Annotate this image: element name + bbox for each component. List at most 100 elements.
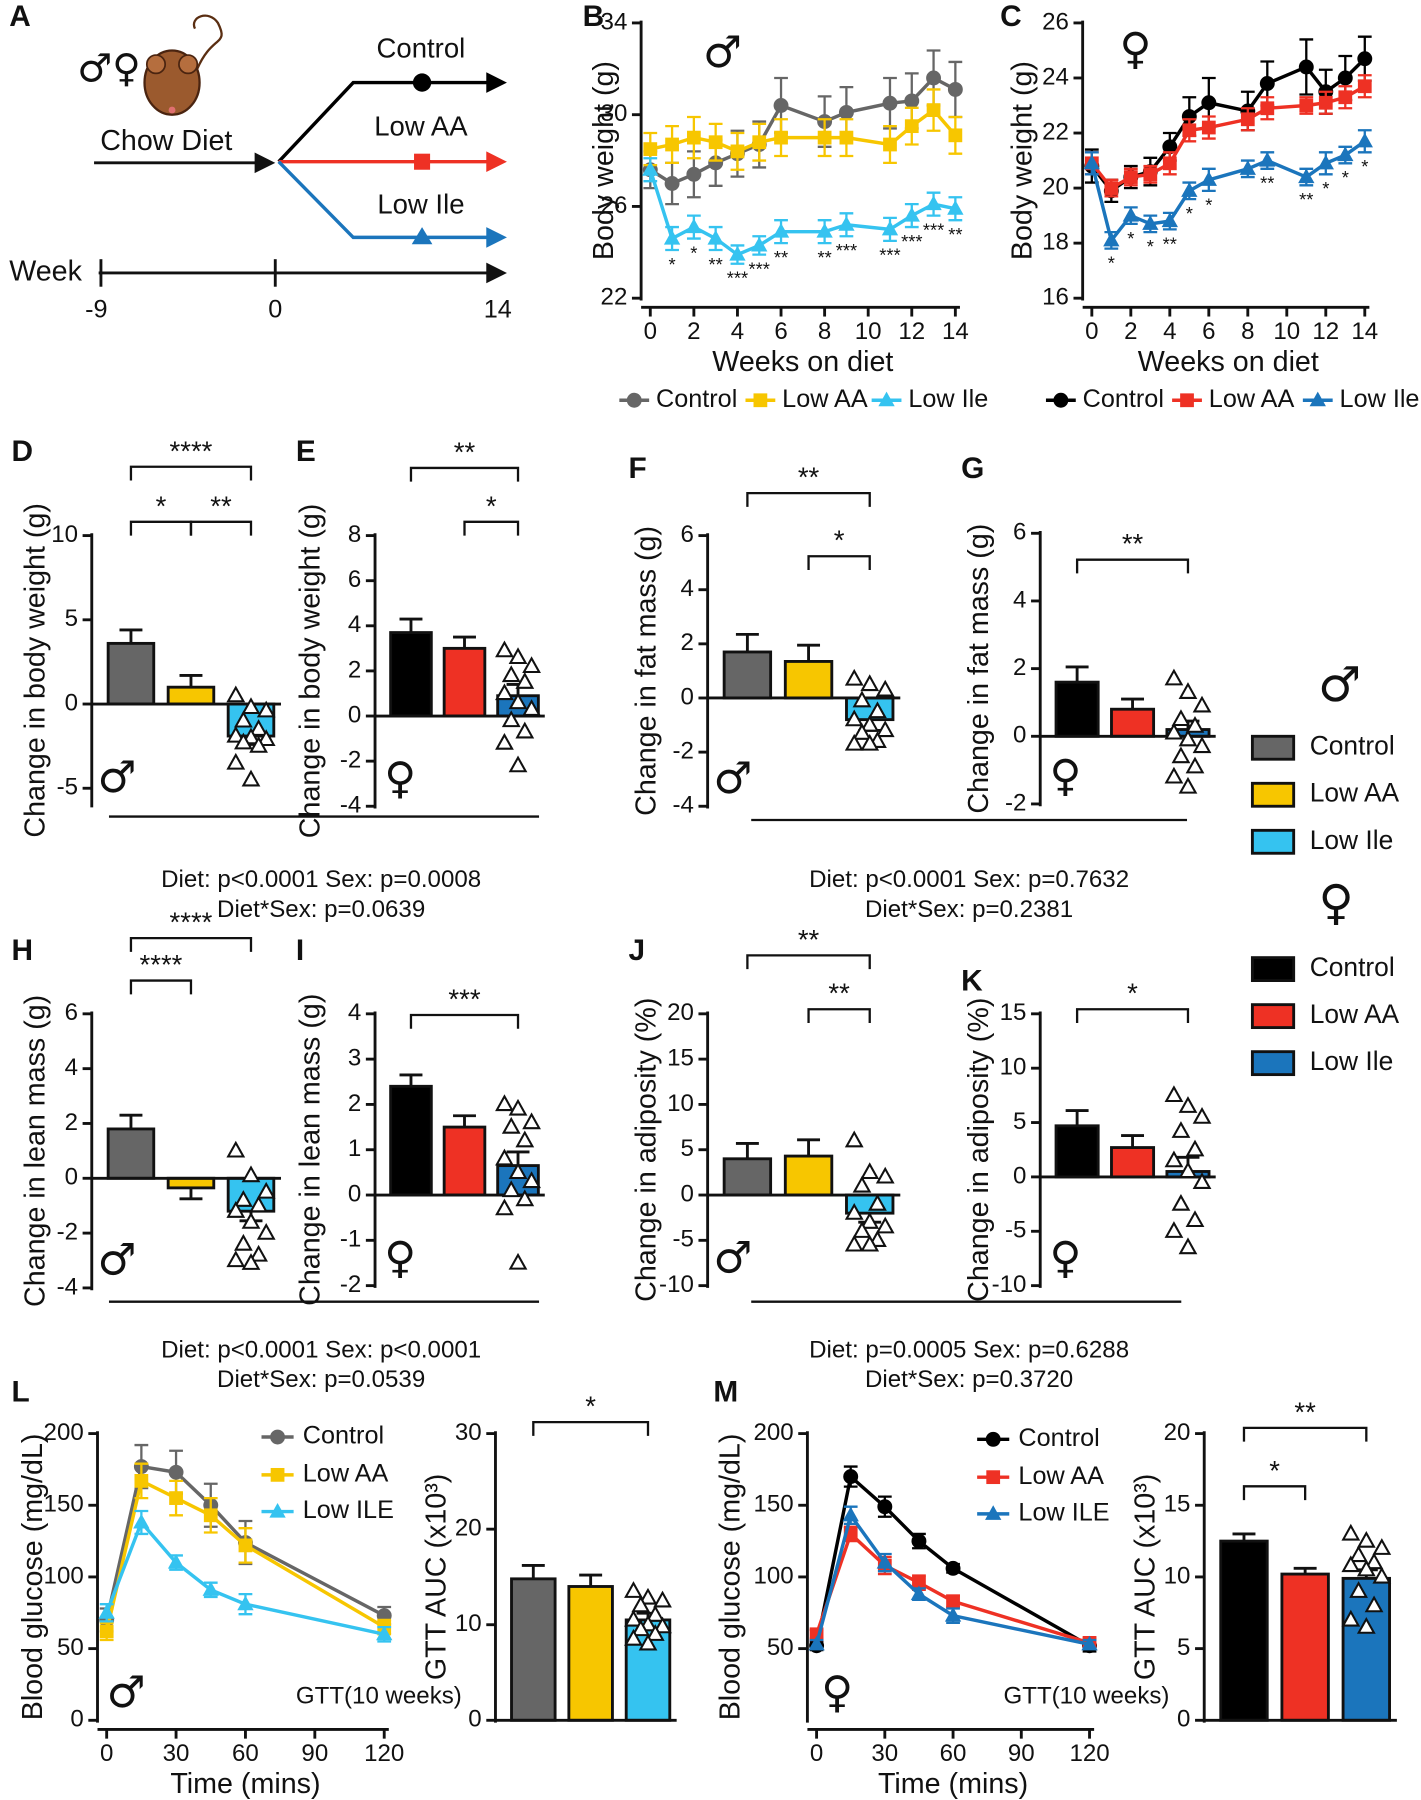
x-tick-label: 0: [1085, 318, 1098, 345]
marker: [1200, 171, 1217, 186]
marker: [904, 93, 920, 109]
error-bar: [179, 1187, 203, 1201]
data-point: [522, 699, 541, 716]
data-point: [256, 729, 276, 747]
marker: [1201, 95, 1217, 111]
data-point: [844, 1130, 864, 1148]
y-tick-label: -1: [340, 1226, 361, 1253]
bar: [389, 631, 433, 718]
data-point: [1164, 766, 1184, 784]
legend-label: Control: [1083, 385, 1164, 413]
panel-letter: K: [961, 965, 983, 998]
data-point: [852, 1175, 872, 1193]
x-tick-label: 14: [942, 318, 969, 345]
legend-label: Control: [303, 1422, 384, 1450]
data-point: [860, 1162, 880, 1180]
marker: [838, 104, 854, 120]
y-tick-label: 0: [1013, 1162, 1026, 1189]
marker: [878, 391, 895, 407]
sex-symbol: ♂: [703, 28, 742, 78]
data-point: [844, 668, 864, 686]
legend-label: Low Ile: [1310, 825, 1394, 855]
significance: ****: [170, 907, 213, 938]
y-axis-label: Blood glucose (mg/dL): [714, 1434, 746, 1721]
bracket: [409, 1013, 520, 1029]
error-bar: [1121, 1134, 1145, 1148]
y-tick-label: 0: [65, 689, 78, 716]
x-tick-label: 0: [644, 318, 657, 345]
y-tick-label: 0: [468, 1706, 481, 1733]
data-point: [645, 1605, 665, 1622]
marker: [1260, 101, 1275, 116]
marker: [774, 130, 788, 145]
significance: ****: [170, 435, 213, 466]
y-tick-label: 6: [1013, 519, 1026, 546]
legend-label: Control: [1310, 731, 1395, 761]
data-point: [852, 690, 872, 708]
significance: *: [1342, 167, 1349, 188]
significance: *: [585, 1391, 596, 1422]
sex-symbol: ♂: [713, 1233, 752, 1283]
y-tick-label: 22: [601, 284, 628, 311]
y-tick-label: 6: [680, 521, 693, 548]
bar: [1280, 1572, 1330, 1722]
marker: [1103, 231, 1120, 247]
data-point: [1192, 1172, 1212, 1189]
arm-line: [277, 160, 488, 240]
significance: *: [1205, 195, 1212, 216]
bar: [1110, 707, 1156, 738]
data-point: [844, 733, 864, 751]
x-tick-label: 4: [731, 318, 744, 345]
x-tick-label: 30: [163, 1740, 190, 1767]
panel-letter: F: [628, 452, 646, 485]
start-label: Chow Diet: [100, 125, 232, 157]
y-tick-label: -4: [672, 792, 693, 819]
data-point: [501, 710, 521, 728]
y-tick-label: 24: [1042, 63, 1069, 90]
legend-label: Control: [656, 385, 737, 413]
data-point: [1356, 1530, 1376, 1548]
data-point: [624, 1581, 643, 1598]
data-point: [844, 1203, 864, 1220]
data-point: [501, 665, 521, 683]
marker: [238, 1538, 253, 1553]
marker: [730, 144, 745, 159]
marker: [707, 229, 724, 245]
data-point: [1178, 729, 1198, 747]
panel-letter: H: [11, 934, 33, 967]
data-point: [1364, 1595, 1384, 1613]
data-point: [1164, 1150, 1184, 1168]
marker: [167, 1553, 185, 1569]
marker: [876, 1553, 893, 1569]
data-point: [234, 1190, 253, 1207]
marker: [1356, 132, 1373, 148]
data-point: [875, 1166, 895, 1184]
legend-label: Low AA: [1018, 1462, 1104, 1490]
y-tick-label: 0: [1177, 1706, 1190, 1733]
marker: [753, 393, 768, 408]
bracket: [129, 465, 253, 481]
y-tick-label: -10: [659, 1271, 694, 1298]
y-tick-label: 4: [65, 1054, 78, 1081]
marker: [270, 1429, 286, 1445]
data-point: [495, 640, 514, 658]
data-point: [226, 1140, 246, 1158]
data-point: [1185, 1139, 1205, 1157]
sex-symbol: ♀: [384, 1233, 416, 1283]
marker: [773, 98, 789, 113]
data-point: [1185, 756, 1205, 774]
legend-symbol: ♂: [1318, 657, 1361, 713]
data-point: [234, 1233, 253, 1251]
significance: *: [834, 525, 845, 556]
error-bar: [1065, 1109, 1089, 1126]
significance: **: [1299, 189, 1313, 210]
y-axis-label: Change in body weight (g): [19, 503, 51, 838]
data-point: [1341, 1523, 1361, 1541]
data-point: [241, 1165, 261, 1183]
y-tick-label: 20: [667, 999, 694, 1026]
marker: [926, 103, 941, 117]
significance: **: [1294, 1396, 1316, 1427]
y-tick-label: -10: [992, 1271, 1027, 1298]
marker: [772, 223, 790, 238]
